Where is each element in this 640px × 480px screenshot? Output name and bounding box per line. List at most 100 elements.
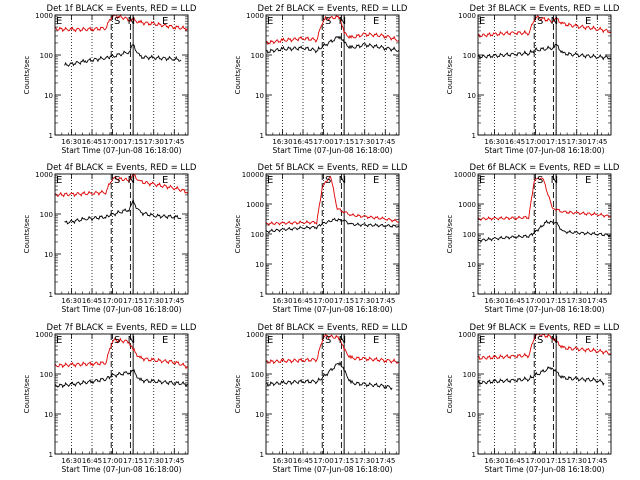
x-tick-label: 17:00 [102,297,122,305]
x-tick-label: 16:30 [61,457,81,465]
y-axis-label: Counts/sec [446,56,454,95]
panel-title: Det 6f BLACK = Events, RED = LLD [470,163,620,173]
event-marker-label: E [162,335,168,346]
y-tick-label: 100 [40,211,53,219]
x-tick-label: 17:00 [313,297,333,305]
plot-frame [265,173,400,295]
panel-1: Det 1f BLACK = Events, RED = LLD Counts/s… [23,4,197,155]
y-tick-label: 1000 [35,171,53,179]
y-tick-label: 1 [260,291,264,299]
y-tick-label: 100 [251,52,264,60]
x-tick-label: 17:45 [375,457,395,465]
x-tick-label: 16:45 [293,297,313,305]
panel-4: Det 4f BLACK = Events, RED = LLD Counts/s… [23,163,197,314]
y-axis-label: Counts/sec [23,56,31,95]
event-marker-label: N [551,175,558,186]
x-axis-label: Start Time (07-Jun-08 16:18:00) [273,305,393,314]
x-tick-label: 17:45 [375,138,395,146]
event-marker-label: E [373,335,379,346]
event-marker-label: N [128,175,135,186]
event-marker-label: E [56,175,62,186]
y-tick-label: 100 [251,231,264,239]
x-tick-label: 17:15 [546,457,566,465]
panel-title: Det 4f BLACK = Events, RED = LLD [47,163,197,173]
x-tick-label: 16:45 [82,138,102,146]
y-tick-label: 100 [251,371,264,379]
y-tick-label: 10 [44,92,53,100]
x-tick-label: 17:15 [123,457,143,465]
event-marker-label: E [56,335,62,346]
series-line-lld [477,15,612,38]
plot-frame [477,333,612,455]
x-axis-label: Start Time (07-Jun-08 16:18:00) [273,146,393,155]
x-tick-label: 17:00 [525,297,545,305]
panel-8: Det 8f BLACK = Events, RED = LLD Counts/s… [234,323,408,474]
event-marker-label: N [128,335,135,346]
panel-7: Det 7f BLACK = Events, RED = LLD Counts/s… [23,323,197,474]
x-tick-label: 17:30 [144,457,164,465]
y-tick-label: 1000 [458,331,476,339]
plot-frame [477,14,612,136]
series-line-events [477,219,612,243]
event-marker-label: E [479,16,485,27]
event-marker-label: S [537,335,543,346]
plot-frame [265,333,400,455]
series-line-lld [54,173,189,198]
event-marker-label: E [162,16,168,27]
y-tick-label: 10 [467,411,476,419]
event-marker-label: S [537,175,543,186]
y-tick-label: 1 [472,291,476,299]
event-marker-label: E [373,16,379,27]
x-tick-label: 16:45 [82,297,102,305]
plot-frame [265,14,400,136]
x-tick-label: 17:15 [334,457,354,465]
event-marker-label: S [325,16,331,27]
series-line-lld [265,14,400,46]
series-line-lld [54,337,189,370]
y-tick-label: 1 [260,132,264,140]
x-tick-label: 17:15 [546,297,566,305]
y-tick-label: 10 [467,92,476,100]
y-tick-label: 1000 [246,201,264,209]
event-marker-label: E [585,175,591,186]
y-tick-label: 1 [49,451,53,459]
y-tick-label: 10 [255,411,264,419]
event-marker-label: E [56,16,62,27]
event-marker-label: N [339,16,346,27]
y-tick-label: 1000 [458,12,476,20]
event-marker-label: N [339,335,346,346]
panel-title: Det 9f BLACK = Events, RED = LLD [470,323,620,333]
panel-title: Det 1f BLACK = Events, RED = LLD [47,4,197,14]
x-tick-label: 17:30 [355,138,375,146]
y-tick-label: 1000 [35,331,53,339]
panel-title: Det 5f BLACK = Events, RED = LLD [258,163,408,173]
y-tick-label: 1 [49,291,53,299]
event-marker-label: E [373,175,379,186]
y-tick-label: 100 [463,231,476,239]
event-marker-label: E [479,175,485,186]
y-tick-label: 1000 [246,331,264,339]
series-line-events [64,44,182,67]
panel-5: Det 5f BLACK = Events, RED = LLD Counts/s… [234,163,408,314]
x-tick-label: 16:45 [505,297,525,305]
panel-title: Det 8f BLACK = Events, RED = LLD [258,323,408,333]
x-tick-label: 17:30 [144,297,164,305]
y-axis-label: Counts/sec [234,215,242,254]
panel-2: Det 2f BLACK = Events, RED = LLD Counts/s… [234,4,408,155]
event-marker-label: E [267,175,273,186]
x-tick-label: 16:30 [484,297,504,305]
event-marker-label: S [325,175,331,186]
series-line-lld [477,177,612,222]
x-tick-label: 17:45 [164,457,184,465]
y-tick-label: 1 [472,451,476,459]
x-tick-label: 17:00 [313,138,333,146]
y-tick-label: 1 [260,451,264,459]
y-axis-label: Counts/sec [23,375,31,414]
series-line-events [265,361,393,391]
series-line-events [265,217,400,234]
panel-6: Det 6f BLACK = Events, RED = LLD Counts/s… [446,163,620,314]
x-tick-label: 16:45 [293,138,313,146]
y-tick-label: 1000 [246,12,264,20]
plot-frame [54,173,189,295]
x-tick-label: 16:30 [61,138,81,146]
